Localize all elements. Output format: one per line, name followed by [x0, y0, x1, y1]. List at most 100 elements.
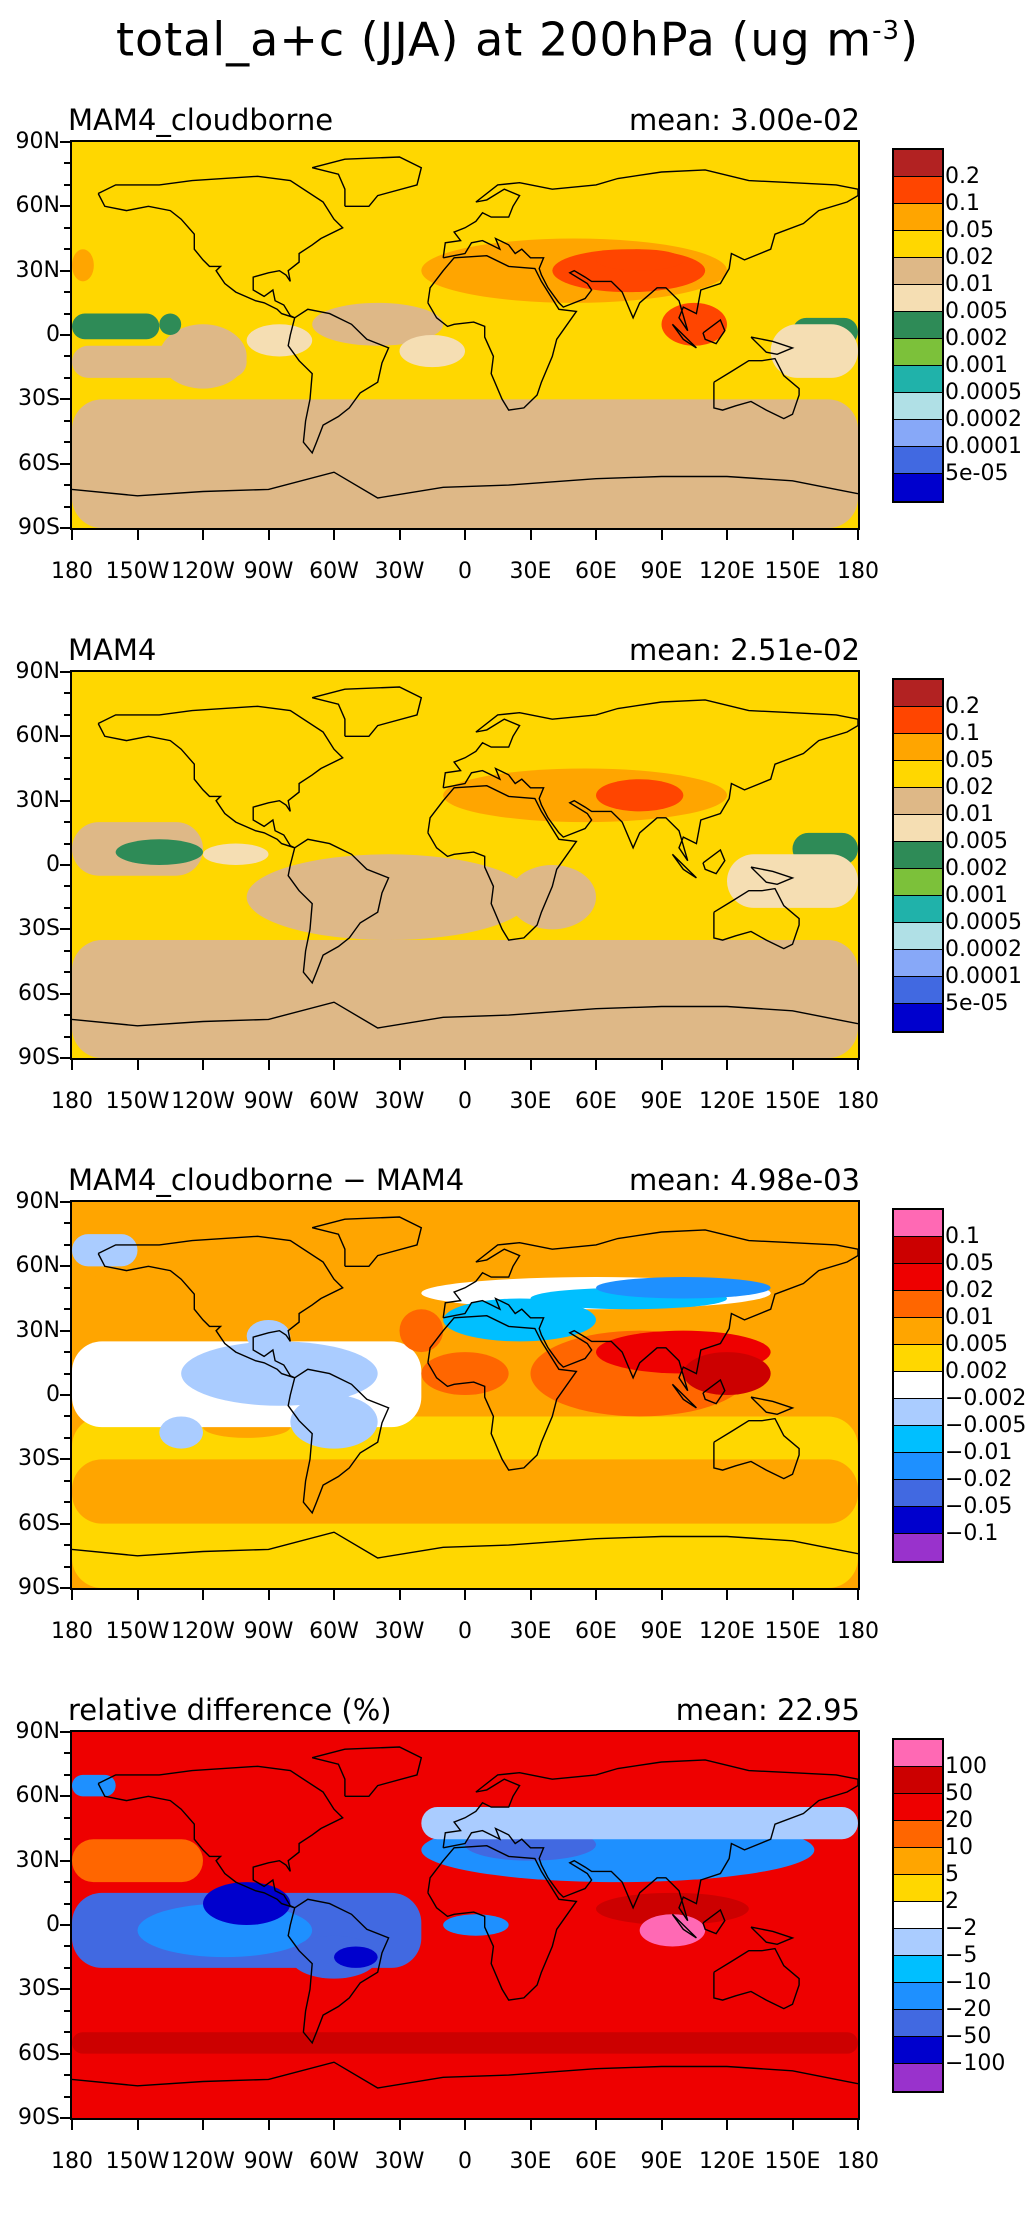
lon-tick-label: 60W — [309, 1619, 359, 1644]
colorbar-label: 5e-05 — [945, 991, 1009, 1016]
coastline — [287, 1368, 390, 1515]
lon-tick — [464, 530, 466, 540]
field-region — [639, 1914, 706, 1947]
lat-tick — [60, 205, 70, 208]
colorbar-swatch — [894, 447, 942, 474]
map-plot-area — [70, 1200, 860, 1590]
colorbar-swatch — [894, 1453, 942, 1480]
colorbar-swatch — [894, 1237, 942, 1264]
lat-tick — [60, 141, 70, 143]
field-region — [596, 249, 684, 271]
colorbar-swatch — [894, 1902, 942, 1929]
lat-tick-label: 30S — [18, 386, 60, 412]
colorbar-swatch — [894, 1929, 942, 1956]
colorbar-swatch — [894, 1426, 942, 1453]
lon-tick — [595, 1590, 597, 1600]
lat-tick — [64, 419, 70, 422]
colorbar-label: 0.01 — [945, 1305, 994, 1330]
coastline — [72, 1001, 858, 1029]
colorbar-label: −0.01 — [945, 1440, 1013, 1465]
lat-tick — [60, 1394, 70, 1396]
colorbar-swatch — [894, 2037, 942, 2064]
lon-tick-label: 180 — [837, 1619, 879, 1644]
coastline — [671, 1913, 697, 1939]
lat-tick — [64, 2031, 70, 2034]
coastline — [97, 705, 344, 849]
lon-tick — [857, 1060, 859, 1070]
lon-tick — [267, 530, 270, 540]
lat-tick-label: 60S — [18, 450, 60, 476]
colorbar-label: −0.002 — [945, 1386, 1027, 1411]
colorbar-swatch — [894, 150, 942, 177]
field-region — [421, 1352, 509, 1395]
coastline — [287, 1898, 390, 2045]
colorbar-label: −0.005 — [945, 1413, 1027, 1438]
panel-mean: mean: 2.51e-02 — [628, 633, 860, 667]
colorbar — [892, 148, 944, 503]
lon-tick — [398, 530, 401, 540]
field-region — [399, 1309, 444, 1353]
lat-tick — [64, 376, 70, 379]
colorbar-swatch — [894, 1848, 942, 1875]
colorbar — [892, 1738, 944, 2093]
coastline — [713, 1947, 800, 2010]
field-region — [72, 313, 160, 340]
colorbar-label: 2 — [945, 1889, 959, 1914]
lat-tick — [60, 269, 70, 272]
lat-tick — [64, 248, 70, 251]
colorbar-swatch — [894, 366, 942, 393]
colorbar-label: 50 — [945, 1781, 973, 1806]
colorbar-label: 0.0002 — [945, 407, 1022, 432]
lat-tick — [64, 312, 70, 315]
colorbar-label: −0.1 — [945, 1521, 999, 1546]
colorbar-label: 0.02 — [945, 775, 994, 800]
lat-tick-label: 30S — [18, 1976, 60, 2002]
lat-tick-label: 90N — [15, 129, 60, 154]
colorbar — [892, 1208, 944, 1563]
lat-tick-label: 60N — [15, 1783, 60, 1809]
colorbar-swatch — [894, 1399, 942, 1426]
field-region — [203, 1882, 291, 1925]
colorbar-label: 0.05 — [945, 1251, 994, 1276]
lat-tick — [64, 2074, 70, 2077]
lon-tick-label: 120E — [699, 1089, 755, 1114]
field-region — [770, 324, 858, 378]
colorbar-label: 10 — [945, 1835, 973, 1860]
lat-tick — [64, 1479, 70, 1482]
panel-title: MAM4_cloudborne — [68, 103, 334, 137]
colorbar-swatch — [894, 1318, 942, 1345]
field-region — [683, 1352, 771, 1395]
coastline — [427, 254, 578, 411]
lon-tick — [529, 2120, 532, 2130]
lat-tick — [64, 949, 70, 952]
colorbar-label: −100 — [945, 2051, 1006, 2076]
coastline — [287, 838, 390, 985]
coastline — [442, 1229, 858, 1392]
colorbar-swatch — [894, 1210, 942, 1237]
lat-tick — [64, 484, 70, 487]
lat-tick — [60, 864, 70, 866]
lon-tick-label: 30W — [374, 559, 425, 584]
map-svg — [72, 672, 858, 1058]
coastline — [72, 1531, 858, 1559]
colorbar-swatch — [894, 393, 942, 420]
coastline — [97, 175, 344, 319]
lon-tick — [333, 530, 335, 540]
lon-tick-label: 60W — [309, 1089, 359, 1114]
field-region — [72, 940, 858, 1058]
coastline — [702, 318, 726, 345]
lon-tick-label: 120E — [699, 2149, 755, 2174]
colorbar-swatch — [894, 734, 942, 761]
coastline — [427, 1844, 578, 2001]
field-region — [399, 335, 465, 368]
lon-tick — [71, 1590, 73, 1600]
lat-tick — [64, 1035, 70, 1038]
colorbar-label: 0.2 — [945, 694, 980, 719]
lat-tick — [64, 1243, 70, 1246]
colorbar-label: 100 — [945, 1754, 987, 1779]
lon-tick-label: 180 — [837, 559, 879, 584]
lat-tick — [60, 1329, 70, 1332]
colorbar-swatch — [894, 258, 942, 285]
colorbar-swatch — [894, 1956, 942, 1983]
field-region — [246, 324, 313, 357]
